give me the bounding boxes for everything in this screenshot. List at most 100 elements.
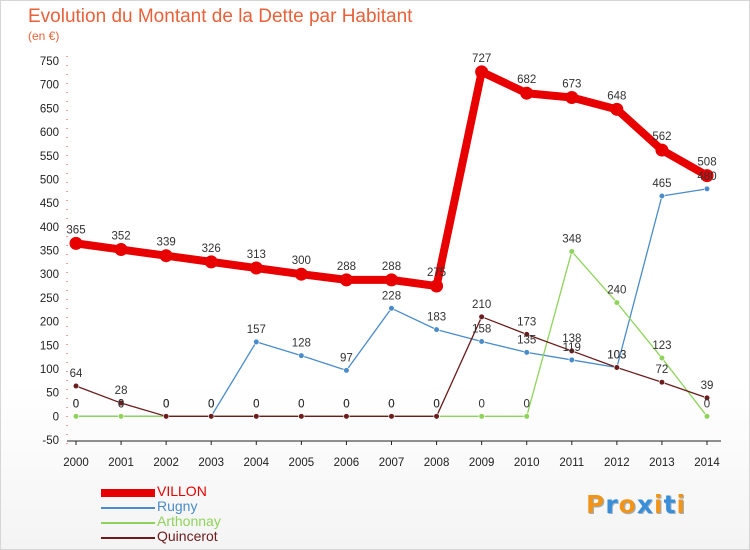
logo-letter: i — [676, 490, 687, 519]
logo-letter: r — [605, 490, 619, 519]
data-label: 300 — [292, 255, 311, 267]
data-label: 480 — [697, 171, 716, 183]
data-label: 210 — [472, 299, 491, 311]
x-tick-label: 2009 — [469, 457, 495, 469]
data-point — [253, 413, 260, 420]
data-point — [613, 364, 620, 371]
data-point — [117, 413, 125, 420]
data-point — [163, 413, 170, 420]
data-label: 0 — [253, 398, 259, 410]
data-label: 240 — [607, 285, 626, 297]
data-label: 0 — [388, 398, 394, 410]
y-tick-label: 0 — [53, 411, 59, 423]
data-label: 0 — [73, 398, 79, 410]
legend-label: Rugny — [157, 498, 198, 514]
data-point — [568, 347, 575, 355]
legend-swatch — [101, 537, 155, 539]
y-tick-label: 50 — [46, 388, 59, 400]
data-label: 97 — [340, 352, 353, 364]
data-label: 39 — [701, 380, 714, 392]
data-label: 0 — [343, 398, 349, 410]
data-point — [69, 236, 83, 250]
data-label: 123 — [652, 340, 671, 352]
data-label: 157 — [247, 324, 266, 336]
data-label: 0 — [118, 398, 124, 410]
data-point — [658, 192, 666, 200]
data-point — [478, 313, 485, 320]
data-point — [208, 413, 215, 420]
data-label: 0 — [298, 398, 304, 410]
data-point — [253, 338, 260, 346]
y-tick-label: -50 — [42, 435, 59, 447]
x-tick-label: 2014 — [694, 457, 720, 469]
data-point — [159, 249, 173, 263]
data-label: 0 — [208, 398, 214, 410]
data-point — [565, 90, 579, 104]
data-label: 0 — [388, 398, 394, 410]
legend-swatch — [101, 507, 155, 509]
data-point — [388, 305, 395, 312]
data-point — [204, 255, 218, 269]
data-point — [655, 143, 669, 157]
x-tick-label: 2007 — [379, 457, 405, 469]
data-label: 119 — [563, 342, 581, 354]
data-label: 508 — [697, 157, 716, 169]
y-tick-label: 450 — [40, 198, 59, 210]
y-tick-label: 150 — [40, 340, 59, 352]
series-villon — [69, 65, 714, 293]
data-label: 0 — [118, 398, 124, 410]
data-point — [658, 379, 666, 386]
data-point — [703, 185, 711, 193]
data-point — [478, 413, 485, 420]
data-point — [568, 248, 575, 255]
data-label: 158 — [472, 323, 491, 335]
data-label: 103 — [607, 350, 626, 362]
data-point — [339, 273, 353, 287]
legend-label: Arthonnay — [157, 513, 221, 529]
data-label: 352 — [111, 231, 130, 243]
data-label: 0 — [433, 398, 439, 410]
logo-letter: P — [586, 490, 606, 519]
data-label: 348 — [562, 233, 581, 245]
data-label: 326 — [202, 243, 221, 255]
x-tick-label: 2005 — [289, 457, 315, 469]
chart-title: Evolution du Montant de la Dette par Hab… — [28, 6, 413, 27]
data-label: 0 — [704, 398, 710, 410]
y-tick-label: 300 — [40, 269, 59, 281]
data-label: 103 — [607, 350, 626, 362]
data-point — [568, 356, 575, 364]
data-point — [700, 169, 714, 183]
x-tick-label: 2003 — [198, 457, 224, 469]
data-label: 288 — [337, 261, 356, 273]
data-point — [117, 399, 125, 407]
data-point — [343, 413, 350, 420]
data-point — [385, 273, 398, 287]
data-point — [298, 413, 305, 420]
data-label: 0 — [163, 398, 169, 410]
data-label: 0 — [433, 398, 439, 410]
data-label: 0 — [524, 398, 530, 410]
data-label: 0 — [343, 398, 349, 410]
data-label: 173 — [517, 316, 536, 328]
data-point — [475, 65, 489, 79]
x-tick-label: 2004 — [243, 457, 269, 469]
data-label: 0 — [208, 398, 214, 410]
data-point — [114, 243, 128, 257]
y-tick-label: 250 — [40, 293, 59, 305]
data-point — [433, 326, 440, 333]
logo-letter: x — [636, 490, 654, 519]
data-label: 72 — [656, 364, 669, 376]
x-tick-label: 2010 — [514, 457, 540, 469]
x-tick-label: 2001 — [108, 457, 134, 469]
data-point — [520, 86, 534, 100]
x-tick-label: 2008 — [424, 457, 450, 469]
data-point — [72, 413, 80, 420]
data-label: 682 — [517, 74, 536, 86]
logo-letter: t — [663, 490, 677, 519]
x-tick-label: 2012 — [604, 457, 630, 469]
data-label: 0 — [73, 398, 79, 410]
data-label: 138 — [562, 333, 581, 345]
y-tick-label: 400 — [40, 222, 59, 234]
x-tick-label: 2013 — [649, 457, 675, 469]
